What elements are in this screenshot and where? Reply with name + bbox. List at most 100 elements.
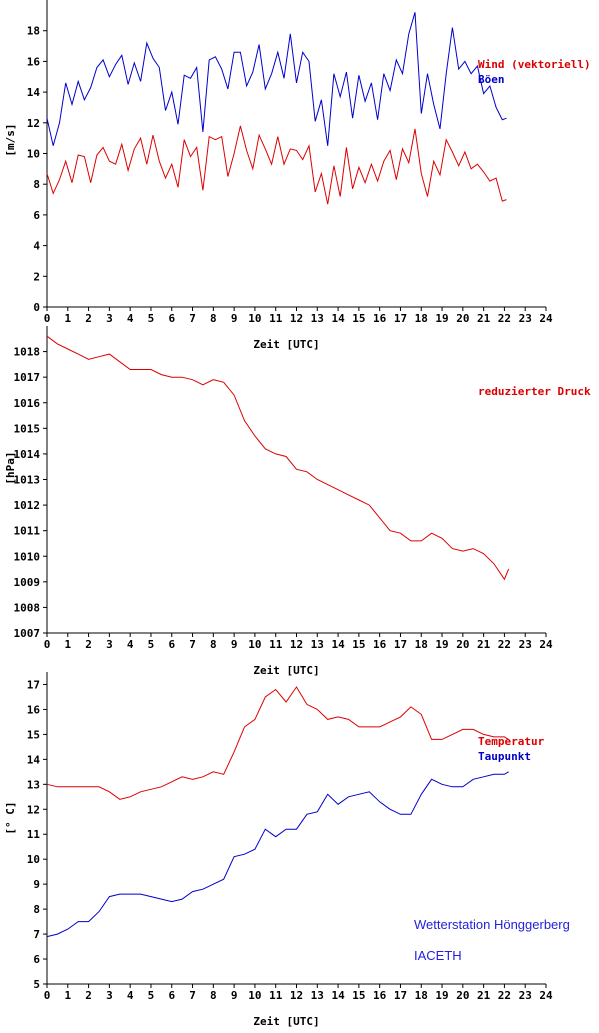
y-tick-label: 16: [27, 55, 41, 68]
y-tick-label: 4: [33, 240, 40, 253]
x-tick-label: 9: [231, 989, 238, 1002]
y-tick-label: 2: [33, 270, 40, 283]
y-tick-label: 13: [27, 778, 40, 791]
x-tick-label: 24: [539, 638, 553, 651]
x-tick-label: 23: [519, 638, 532, 651]
y-tick-label: 12: [27, 117, 40, 130]
x-tick-label: 8: [210, 989, 217, 1002]
y-tick-label: 5: [33, 978, 40, 991]
y-tick-label: 1013: [14, 474, 41, 487]
x-tick-label: 12: [290, 312, 303, 325]
y-tick-label: 1014: [14, 448, 41, 461]
y-tick-label: 1018: [14, 346, 41, 359]
x-tick-label: 10: [248, 989, 261, 1002]
x-tick-label: 7: [189, 312, 196, 325]
y-tick-label: 6: [33, 209, 40, 222]
x-tick-label: 5: [148, 989, 155, 1002]
y-tick-label: 10: [27, 853, 40, 866]
legend-entry-1: Wind (vektoriell): [478, 58, 591, 71]
legend-entry-2: Taupunkt: [478, 750, 531, 763]
y-tick-label: 11: [27, 828, 41, 841]
x-tick-label: 16: [373, 989, 387, 1002]
x-tick-label: 10: [248, 312, 261, 325]
x-tick-label: 0: [44, 989, 51, 1002]
x-tick-label: 6: [168, 989, 175, 1002]
x-tick-label: 19: [435, 989, 448, 1002]
x-tick-label: 4: [127, 312, 134, 325]
series-line-1: [46, 335, 510, 581]
x-tick-label: 7: [189, 638, 196, 651]
x-tick-label: 21: [477, 638, 491, 651]
x-tick-label: 20: [456, 638, 469, 651]
x-tick-label: 21: [477, 989, 491, 1002]
y-tick-label: 14: [27, 86, 41, 99]
x-tick-label: 4: [127, 638, 134, 651]
x-tick-label: 22: [498, 638, 511, 651]
x-tick-label: 18: [415, 638, 428, 651]
y-tick-label: 15: [27, 728, 40, 741]
y-tick-label: 1007: [14, 627, 41, 640]
x-tick-label: 22: [498, 312, 511, 325]
x-tick-label: 7: [189, 989, 196, 1002]
y-tick-label: 0: [33, 301, 40, 314]
x-tick-label: 20: [456, 312, 469, 325]
station-name: Wetterstation Hönggerberg: [414, 917, 570, 932]
x-tick-label: 19: [435, 312, 448, 325]
x-tick-label: 24: [539, 989, 553, 1002]
x-tick-label: 2: [85, 312, 92, 325]
chart-panel-3: 0 1 2 3 4 5 6 7 8 9 10 11 12 13 14 15 16 17 18 19 20 21 22 23 24…: [4, 672, 553, 1028]
x-tick-label: 22: [498, 989, 511, 1002]
x-axis-label: Zeit [UTC]: [253, 1015, 319, 1028]
y-tick-label: 1015: [14, 422, 41, 435]
legend-entry-2: Böen: [478, 73, 505, 86]
y-tick-label: 14: [27, 753, 41, 766]
x-tick-label: 12: [290, 989, 303, 1002]
x-tick-label: 10: [248, 638, 261, 651]
x-tick-label: 20: [456, 989, 469, 1002]
x-tick-label: 11: [269, 989, 283, 1002]
y-tick-label: 1010: [14, 550, 41, 563]
y-tick-label: 12: [27, 803, 40, 816]
x-tick-label: 3: [106, 312, 113, 325]
x-tick-label: 23: [519, 989, 532, 1002]
x-tick-label: 9: [231, 638, 238, 651]
y-tick-label: 10: [27, 148, 40, 161]
x-tick-label: 5: [148, 638, 155, 651]
y-tick-label: 6: [33, 953, 40, 966]
x-tick-label: 5: [148, 312, 155, 325]
series-line-1: [46, 125, 507, 205]
y-axis-label: [hPa]: [4, 451, 17, 484]
x-tick-label: 16: [373, 638, 387, 651]
y-tick-label: 8: [33, 903, 40, 916]
x-tick-label: 6: [168, 312, 175, 325]
y-axis-label: [° C]: [4, 801, 17, 834]
x-tick-label: 14: [331, 638, 345, 651]
x-tick-label: 18: [415, 989, 428, 1002]
x-tick-label: 0: [44, 638, 51, 651]
y-tick-label: 9: [33, 878, 40, 891]
y-tick-label: 1012: [14, 499, 41, 512]
x-tick-label: 13: [311, 638, 324, 651]
y-tick-label: 1017: [14, 371, 41, 384]
y-tick-label: 8: [33, 178, 40, 191]
x-tick-label: 6: [168, 638, 175, 651]
y-tick-label: 1008: [14, 601, 41, 614]
x-tick-label: 13: [311, 312, 324, 325]
x-tick-label: 15: [352, 638, 365, 651]
legend-entry-1: Temperatur: [478, 735, 545, 748]
x-tick-label: 19: [435, 638, 448, 651]
x-tick-label: 1: [64, 312, 71, 325]
chart-panel-2: 0 1 2 3 4 5 6 7 8 9 10 11 12 13 14 15 16 17 18 19 20 21 22 23 24…: [4, 326, 591, 677]
x-tick-label: 16: [373, 312, 387, 325]
y-tick-label: 18: [27, 25, 40, 38]
x-tick-label: 15: [352, 312, 365, 325]
x-tick-label: 14: [331, 312, 345, 325]
series-line-2: [46, 771, 509, 938]
station-org: IACETH: [414, 948, 462, 963]
x-tick-label: 1: [64, 638, 71, 651]
chart-panel-1: 0 1 2 3 4 5 6 7 8 9 10 11 12 13 14 15 16 17 18 19 20 21 22 23 24…: [4, 0, 591, 351]
x-tick-label: 17: [394, 638, 407, 651]
y-tick-label: 1016: [14, 397, 41, 410]
x-tick-label: 2: [85, 989, 92, 1002]
